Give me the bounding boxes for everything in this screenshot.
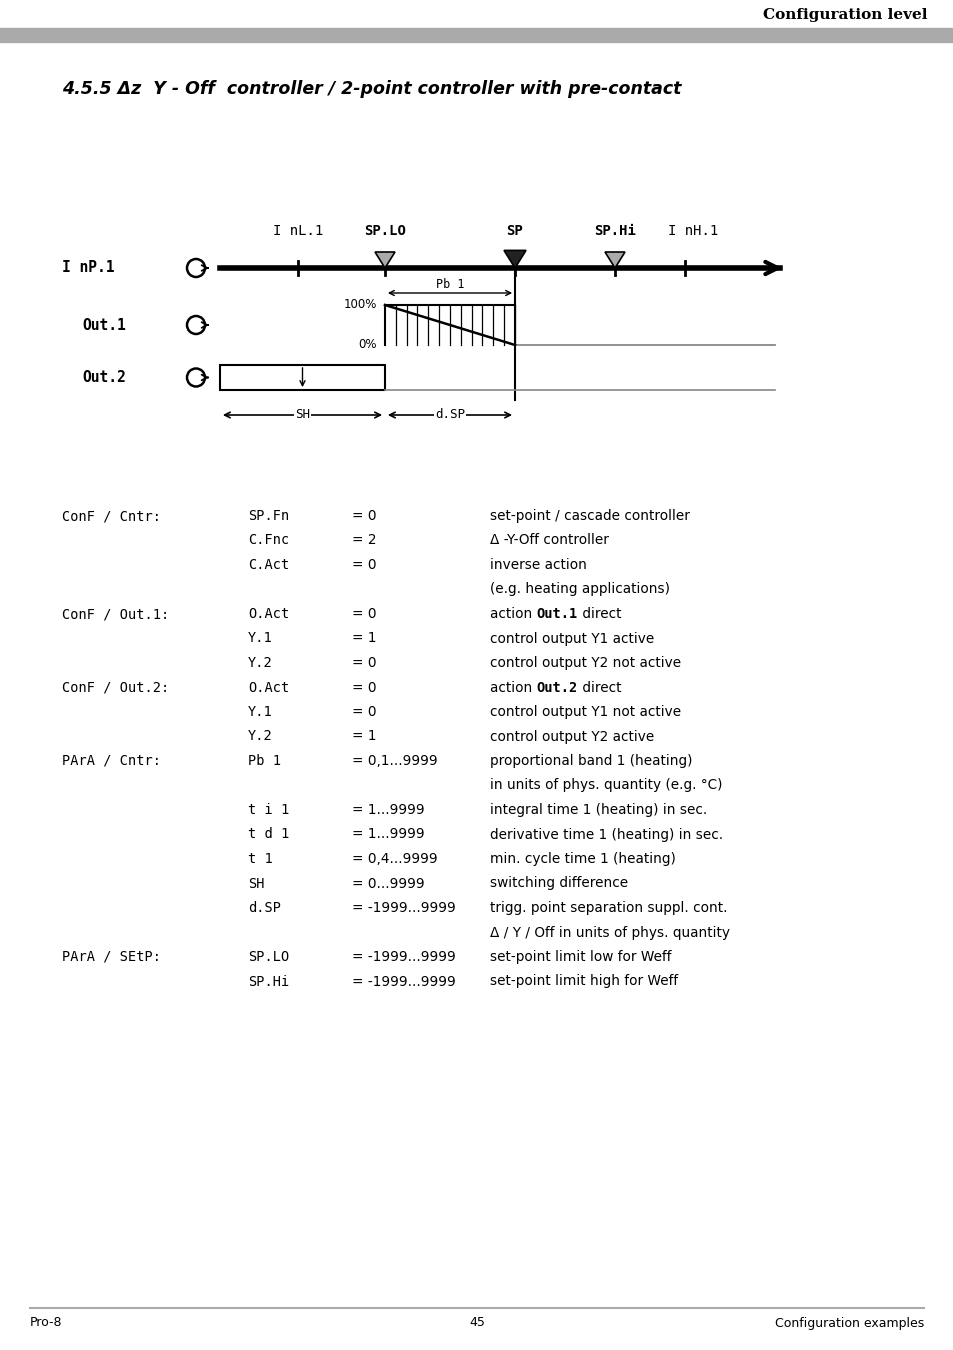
Text: Out.1: Out.1 (536, 608, 578, 621)
Text: O.Act: O.Act (248, 680, 289, 694)
Text: integral time 1 (heating) in sec.: integral time 1 (heating) in sec. (490, 803, 706, 817)
Text: I nP.1: I nP.1 (62, 261, 114, 275)
Text: ConF / Cntr:: ConF / Cntr: (62, 509, 161, 522)
Text: switching difference: switching difference (490, 876, 627, 891)
Text: Pb 1: Pb 1 (436, 278, 464, 292)
Text: direct: direct (578, 680, 620, 694)
Text: I nH.1: I nH.1 (667, 224, 718, 238)
Text: = 2: = 2 (352, 533, 376, 548)
Text: d.SP: d.SP (248, 900, 281, 915)
Text: Out.2: Out.2 (536, 680, 578, 694)
Text: 45: 45 (469, 1316, 484, 1330)
Text: PArA / SEtP:: PArA / SEtP: (62, 950, 161, 964)
Text: C.Fnc: C.Fnc (248, 533, 289, 548)
Text: d.SP: d.SP (435, 409, 464, 421)
Text: 100%: 100% (343, 298, 376, 312)
Text: = 0: = 0 (352, 509, 376, 522)
Text: action: action (490, 680, 536, 694)
Bar (220, 364, 385, 390)
Text: set-point / cascade controller: set-point / cascade controller (490, 509, 689, 522)
Text: SP.Fn: SP.Fn (248, 509, 289, 522)
Text: = -1999...9999: = -1999...9999 (352, 975, 456, 988)
Text: = 1...9999: = 1...9999 (352, 803, 424, 817)
Polygon shape (375, 252, 395, 269)
Text: = 0,1...9999: = 0,1...9999 (352, 755, 437, 768)
Text: SH: SH (294, 409, 310, 421)
Text: Configuration examples: Configuration examples (774, 1316, 923, 1330)
Text: Out.1: Out.1 (82, 317, 126, 332)
Text: control output Y1 not active: control output Y1 not active (490, 705, 680, 720)
Text: proportional band 1 (heating): proportional band 1 (heating) (490, 755, 692, 768)
Text: I nL.1: I nL.1 (273, 224, 323, 238)
Bar (0, 28, 953, 42)
Text: = 0: = 0 (352, 705, 376, 720)
Text: = 0,4...9999: = 0,4...9999 (352, 852, 437, 865)
Text: = 0...9999: = 0...9999 (352, 876, 424, 891)
Text: SP.Hi: SP.Hi (594, 224, 636, 238)
Text: PArA / Cntr:: PArA / Cntr: (62, 755, 161, 768)
Text: Y.1: Y.1 (248, 632, 273, 645)
Text: trigg. point separation suppl. cont.: trigg. point separation suppl. cont. (490, 900, 727, 915)
Text: Δ -Y-Off controller: Δ -Y-Off controller (490, 533, 608, 548)
Text: Y.2: Y.2 (248, 729, 273, 744)
Text: min. cycle time 1 (heating): min. cycle time 1 (heating) (490, 852, 675, 865)
Text: = 0: = 0 (352, 558, 376, 572)
Text: C.Act: C.Act (248, 558, 289, 572)
Text: Y.2: Y.2 (248, 656, 273, 670)
Text: inverse action: inverse action (490, 558, 586, 572)
Text: = -1999...9999: = -1999...9999 (352, 950, 456, 964)
Text: 4.5.5 Δz  Y - Off  controller / 2-point controller with pre-contact: 4.5.5 Δz Y - Off controller / 2-point co… (62, 80, 680, 99)
Text: control output Y2 not active: control output Y2 not active (490, 656, 680, 670)
Text: Pb 1: Pb 1 (248, 755, 281, 768)
Polygon shape (503, 250, 525, 269)
Text: control output Y2 active: control output Y2 active (490, 729, 654, 744)
Text: SP: SP (506, 224, 523, 238)
Text: ConF / Out.1:: ConF / Out.1: (62, 608, 169, 621)
Text: SP.LO: SP.LO (364, 224, 406, 238)
Text: = 0: = 0 (352, 680, 376, 694)
Text: action: action (490, 608, 536, 621)
Text: ConF / Out.2:: ConF / Out.2: (62, 680, 169, 694)
Text: = 0: = 0 (352, 608, 376, 621)
Text: control output Y1 active: control output Y1 active (490, 632, 654, 645)
Text: in units of phys. quantity (e.g. °C): in units of phys. quantity (e.g. °C) (490, 779, 721, 792)
Text: = 1: = 1 (352, 632, 376, 645)
Text: set-point limit low for Weff: set-point limit low for Weff (490, 950, 671, 964)
Text: derivative time 1 (heating) in sec.: derivative time 1 (heating) in sec. (490, 828, 722, 841)
Text: Configuration level: Configuration level (762, 8, 927, 22)
Text: 0%: 0% (358, 339, 376, 351)
Polygon shape (604, 252, 624, 269)
Text: set-point limit high for Weff: set-point limit high for Weff (490, 975, 678, 988)
Text: Δ / Y / Off in units of phys. quantity: Δ / Y / Off in units of phys. quantity (490, 926, 729, 940)
Text: = -1999...9999: = -1999...9999 (352, 900, 456, 915)
Text: Pro-8: Pro-8 (30, 1316, 63, 1330)
Text: SP.LO: SP.LO (248, 950, 289, 964)
Text: = 1: = 1 (352, 729, 376, 744)
Text: SP.Hi: SP.Hi (248, 975, 289, 988)
Text: Out.2: Out.2 (82, 370, 126, 385)
Text: t i 1: t i 1 (248, 803, 289, 817)
Text: = 0: = 0 (352, 656, 376, 670)
Text: t 1: t 1 (248, 852, 273, 865)
Text: t d 1: t d 1 (248, 828, 289, 841)
Text: direct: direct (578, 608, 620, 621)
Text: Y.1: Y.1 (248, 705, 273, 720)
Text: = 1...9999: = 1...9999 (352, 828, 424, 841)
Text: SH: SH (248, 876, 264, 891)
Text: O.Act: O.Act (248, 608, 289, 621)
Text: (e.g. heating applications): (e.g. heating applications) (490, 582, 669, 597)
